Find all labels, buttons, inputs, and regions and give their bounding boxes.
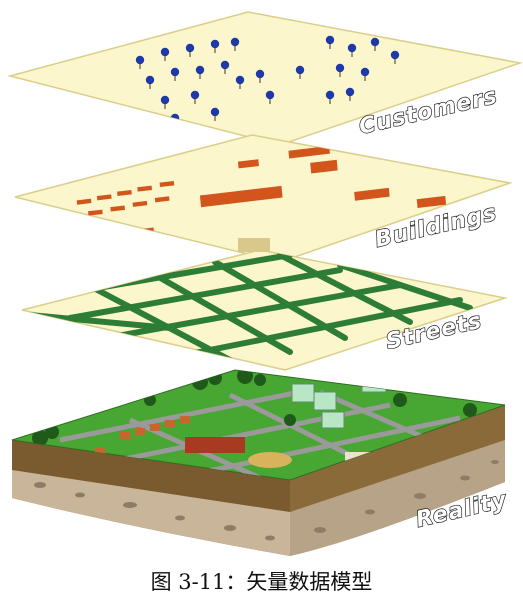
building-footprint: [96, 194, 112, 201]
bedrock-stones: [34, 460, 499, 541]
customer-point: [265, 90, 275, 100]
customer-point: [210, 39, 220, 49]
office-block: [361, 370, 387, 393]
customer-point: [325, 90, 335, 100]
customer-point: [170, 67, 180, 77]
customer-point: [135, 55, 145, 65]
building-footprint: [132, 200, 148, 207]
customer-point: [185, 43, 195, 53]
building-footprint: [88, 209, 103, 216]
customer-point: [295, 65, 305, 75]
customer-point: [255, 69, 265, 79]
building-footprint: [154, 196, 170, 203]
customer-point: [145, 75, 155, 85]
building-footprint: [159, 180, 175, 188]
customer-point: [195, 65, 205, 75]
house: [180, 416, 190, 423]
customer-point: [220, 60, 230, 70]
customer-point: [360, 67, 370, 77]
customer-point: [230, 37, 240, 47]
house: [165, 420, 175, 427]
building-footprint: [85, 228, 127, 243]
road-line: [319, 389, 431, 443]
bedrock-front: [12, 470, 290, 556]
street-line: [92, 282, 403, 343]
office-block: [313, 391, 337, 411]
building-footprint: [354, 187, 390, 201]
customer-point: [347, 43, 357, 53]
street-line: [337, 262, 473, 311]
house: [150, 424, 160, 431]
street-line: [147, 269, 293, 355]
building-footprint: [117, 189, 132, 197]
house: [95, 448, 105, 455]
customer-point: [160, 47, 170, 57]
building-footprint: [199, 185, 283, 208]
customers-layer: Customers: [7, 11, 523, 146]
customer-point: [370, 37, 380, 47]
bedrock-side: [290, 440, 505, 556]
streets-layer: Streets: [21, 238, 508, 371]
street-line: [212, 259, 348, 341]
house: [135, 428, 145, 435]
office-block: [291, 383, 315, 403]
building-footprint: [76, 198, 92, 205]
customer-point: [235, 75, 245, 85]
civic-building: [185, 437, 245, 453]
ball-field: [248, 452, 292, 468]
layer-connector: [238, 238, 270, 252]
street-line: [67, 267, 343, 321]
customer-point: [160, 95, 170, 105]
building-footprint: [416, 195, 447, 208]
house: [120, 432, 130, 439]
street-line: [277, 252, 413, 325]
street-line: [87, 283, 233, 363]
building-footprint: [288, 145, 330, 159]
office-block: [321, 411, 345, 429]
customer-point: [390, 50, 400, 60]
reality-layer: Reality: [11, 369, 511, 556]
building-footprint: [110, 205, 126, 212]
customers-plane: [7, 11, 523, 146]
building-footprint: [310, 159, 338, 174]
building-footprint: [237, 159, 259, 169]
customer-point: [210, 107, 220, 117]
figure-caption: 图 3-11：矢量数据模型: [150, 570, 373, 594]
customer-point: [325, 35, 335, 45]
customer-point: [190, 90, 200, 100]
customer-point: [335, 63, 345, 73]
customer-point: [345, 87, 355, 97]
terrain-surface: [11, 369, 506, 481]
building-footprint: [137, 185, 152, 192]
